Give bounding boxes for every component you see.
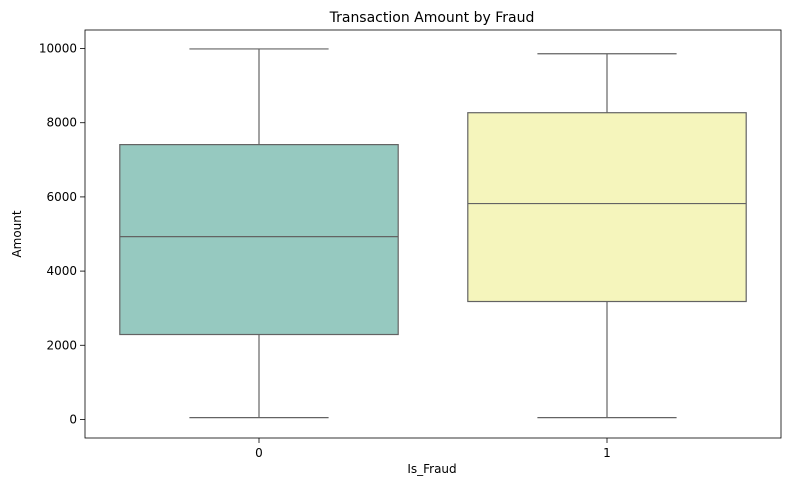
- boxes-layer: [119, 48, 747, 419]
- x-tick-label: 1: [603, 446, 611, 460]
- chart-title: Transaction Amount by Fraud: [329, 10, 535, 26]
- x-axis-label: Is_Fraud: [407, 462, 456, 476]
- y-tick-label: 2000: [46, 338, 77, 352]
- box-group-0: [119, 48, 399, 419]
- y-tick-label: 6000: [46, 190, 77, 204]
- box-iqr: [467, 112, 747, 303]
- y-tick-label: 0: [69, 412, 77, 426]
- y-axis-label: Amount: [10, 210, 24, 257]
- x-tick-label: 0: [255, 446, 263, 460]
- y-tick-label: 10000: [39, 42, 77, 56]
- y-tick-label: 4000: [46, 264, 77, 278]
- plot-frame: [84, 29, 782, 439]
- y-tick-label: 8000: [46, 116, 77, 130]
- y-axis-ticks: 0 2000 4000 6000 8000 10000: [39, 42, 85, 426]
- box-group-1: [467, 53, 747, 419]
- box-iqr: [119, 144, 399, 336]
